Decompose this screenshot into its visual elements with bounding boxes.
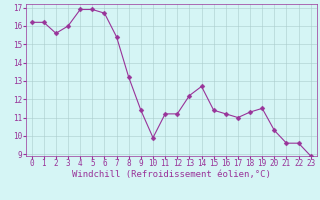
X-axis label: Windchill (Refroidissement éolien,°C): Windchill (Refroidissement éolien,°C) — [72, 170, 271, 179]
